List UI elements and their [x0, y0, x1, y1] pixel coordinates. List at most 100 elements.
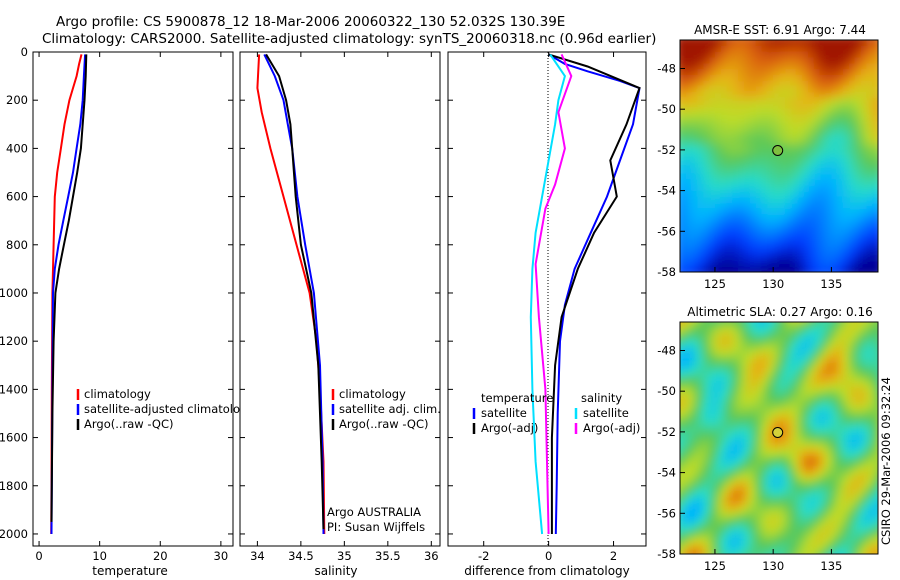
heatmap-cell — [761, 121, 768, 128]
heatmap-cell — [854, 507, 862, 514]
heatmap-cell — [738, 144, 745, 151]
heatmap-cell — [784, 542, 792, 549]
heatmap-cell — [749, 345, 757, 352]
heatmap-cell — [843, 432, 850, 439]
heatmap-cell — [796, 138, 803, 145]
heatmap-cell — [837, 167, 844, 174]
heatmap-cell — [749, 414, 757, 422]
heatmap-cell — [819, 69, 827, 76]
heatmap-cell — [878, 237, 884, 243]
heatmap-cell — [749, 351, 757, 358]
heatmap-cell — [872, 57, 878, 64]
heatmap-cell — [732, 161, 739, 169]
heatmap-cell — [848, 103, 856, 111]
heatmap-cell — [714, 231, 722, 238]
heatmap-cell — [726, 260, 734, 267]
heatmap-cell — [796, 345, 803, 352]
heatmap-cell — [714, 432, 722, 439]
difference-panel: -2 0 2 difference from climatology tempera… — [447, 51, 647, 578]
heatmap-cell — [796, 414, 803, 422]
heatmap-cell — [749, 397, 757, 404]
heatmap-cell — [738, 190, 745, 198]
heatmap-cell — [784, 548, 792, 554]
heatmap-cell — [796, 208, 803, 215]
heatmap-cell — [808, 536, 815, 543]
heatmap-cell — [843, 333, 850, 340]
heatmap-cell — [854, 501, 862, 509]
heatmap-cell — [714, 266, 722, 272]
heatmap-cell — [680, 548, 687, 554]
heatmap-cell — [697, 409, 704, 416]
heatmap-cell — [854, 214, 862, 221]
heatmap-cell — [831, 542, 838, 549]
heatmap-cell — [872, 380, 878, 387]
heatmap-cell — [744, 231, 751, 238]
heatmap-cell — [779, 327, 786, 335]
heatmap-cell — [732, 231, 739, 238]
heatmap-cell — [744, 202, 751, 209]
heatmap-cell — [714, 260, 722, 267]
heatmap-cell — [680, 496, 687, 503]
heatmap-cell — [860, 403, 867, 410]
heatmap-cell — [720, 156, 728, 163]
heatmap-cell — [837, 391, 844, 398]
heatmap-cell — [732, 368, 739, 375]
heatmap-cell — [755, 225, 763, 232]
heatmap-cell — [837, 380, 844, 387]
heatmap-cell — [691, 478, 699, 485]
heatmap-cell — [755, 138, 763, 145]
heatmap-cell — [802, 121, 809, 128]
heatmap-cell — [790, 322, 798, 329]
map-x-tick-label: 130 — [762, 277, 784, 291]
heatmap-cell — [866, 167, 873, 174]
heatmap-cell — [790, 161, 798, 169]
heatmap-cell — [860, 385, 867, 393]
heatmap-cell — [727, 554, 733, 560]
heatmap-cell — [779, 548, 786, 554]
heatmap-cell — [685, 92, 693, 99]
heatmap-cell — [744, 443, 751, 451]
heatmap-cell — [744, 356, 751, 364]
heatmap-cell — [755, 243, 763, 250]
heatmap-cell — [854, 356, 862, 364]
heatmap-cell — [697, 554, 703, 560]
heatmap-cell — [808, 98, 815, 105]
legend-entry: climatology — [84, 387, 151, 401]
heatmap-cell — [714, 219, 722, 227]
heatmap-cell — [773, 202, 780, 209]
heatmap-cell — [755, 356, 763, 364]
heatmap-cell — [860, 173, 867, 180]
heatmap-cell — [837, 542, 844, 549]
heatmap-cell — [680, 237, 687, 244]
heatmap-cell — [866, 432, 873, 439]
heatmap-cell — [790, 548, 798, 554]
heatmap-cell — [691, 127, 699, 134]
heatmap-cell — [802, 536, 809, 543]
heatmap-cell — [854, 196, 862, 203]
heatmap-cell — [691, 333, 699, 340]
heatmap-cell — [755, 208, 763, 215]
heatmap-cell — [691, 80, 699, 87]
heatmap-cell — [843, 339, 850, 346]
heatmap-cell — [680, 554, 686, 560]
heatmap-cell — [784, 432, 792, 439]
heatmap-cell — [767, 248, 774, 256]
heatmap-cell — [767, 208, 774, 215]
heatmap-cell — [680, 403, 687, 410]
heatmap-cell — [837, 374, 844, 381]
heatmap-cell — [714, 225, 722, 232]
heatmap-cell — [697, 403, 704, 410]
heatmap-cell — [767, 144, 774, 151]
heatmap-cell — [790, 438, 798, 445]
heatmap-cell — [685, 138, 693, 145]
heatmap-cell — [878, 363, 884, 369]
heatmap-cell — [796, 513, 803, 520]
heatmap-cell — [848, 513, 856, 520]
heatmap-cell — [714, 333, 722, 340]
heatmap-cell — [738, 484, 745, 491]
heatmap-cell — [738, 109, 745, 116]
heatmap-cell — [813, 109, 821, 116]
heatmap-cell — [749, 80, 757, 87]
heatmap-cell — [848, 63, 856, 70]
heatmap-cell — [872, 173, 878, 180]
